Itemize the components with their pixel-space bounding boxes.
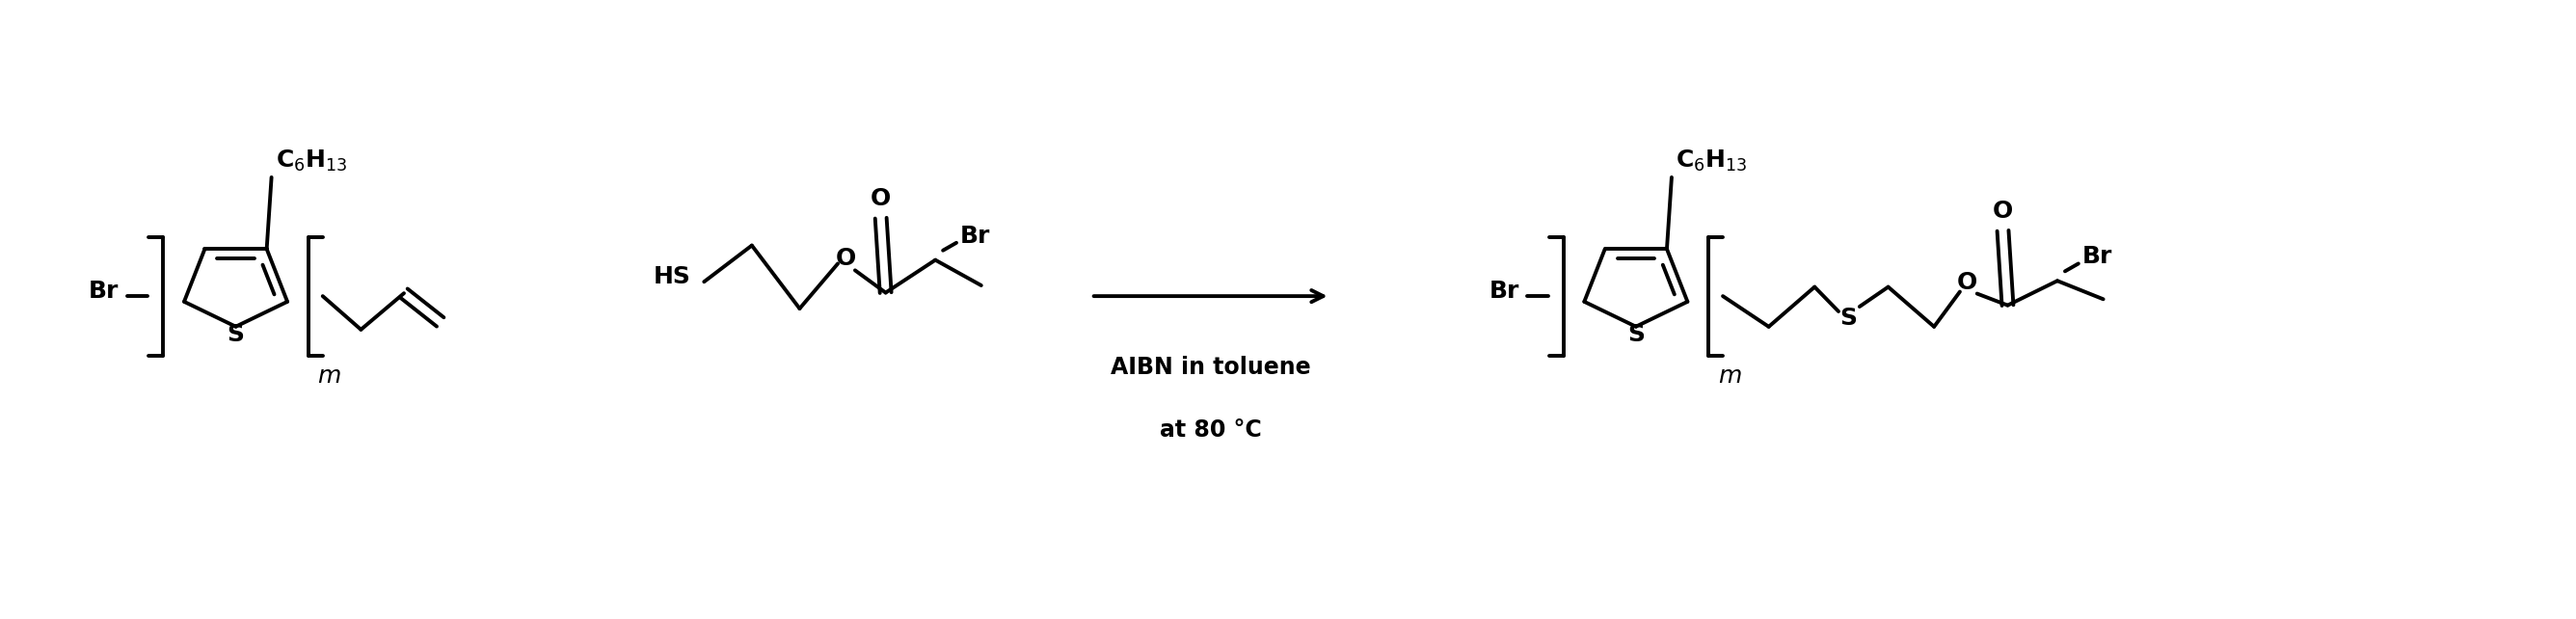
Text: S: S (227, 322, 245, 346)
Text: S: S (1839, 306, 1857, 330)
Text: HS: HS (654, 266, 690, 288)
Text: Br: Br (1489, 280, 1520, 303)
Text: Br: Br (961, 225, 992, 248)
Text: Br: Br (88, 280, 118, 303)
Text: $m$: $m$ (1718, 365, 1741, 388)
Text: Br: Br (2081, 245, 2112, 269)
Text: O: O (1994, 200, 2012, 223)
Text: at 80 °C: at 80 °C (1159, 418, 1262, 441)
Text: AIBN in toluene: AIBN in toluene (1110, 357, 1311, 379)
Text: $m$: $m$ (317, 365, 340, 388)
Text: S: S (1628, 322, 1643, 346)
Text: C$_6$H$_{13}$: C$_6$H$_{13}$ (1677, 149, 1747, 174)
Text: O: O (835, 247, 855, 271)
Text: C$_6$H$_{13}$: C$_6$H$_{13}$ (276, 149, 348, 174)
Text: O: O (1958, 271, 1978, 294)
Text: O: O (871, 188, 891, 210)
